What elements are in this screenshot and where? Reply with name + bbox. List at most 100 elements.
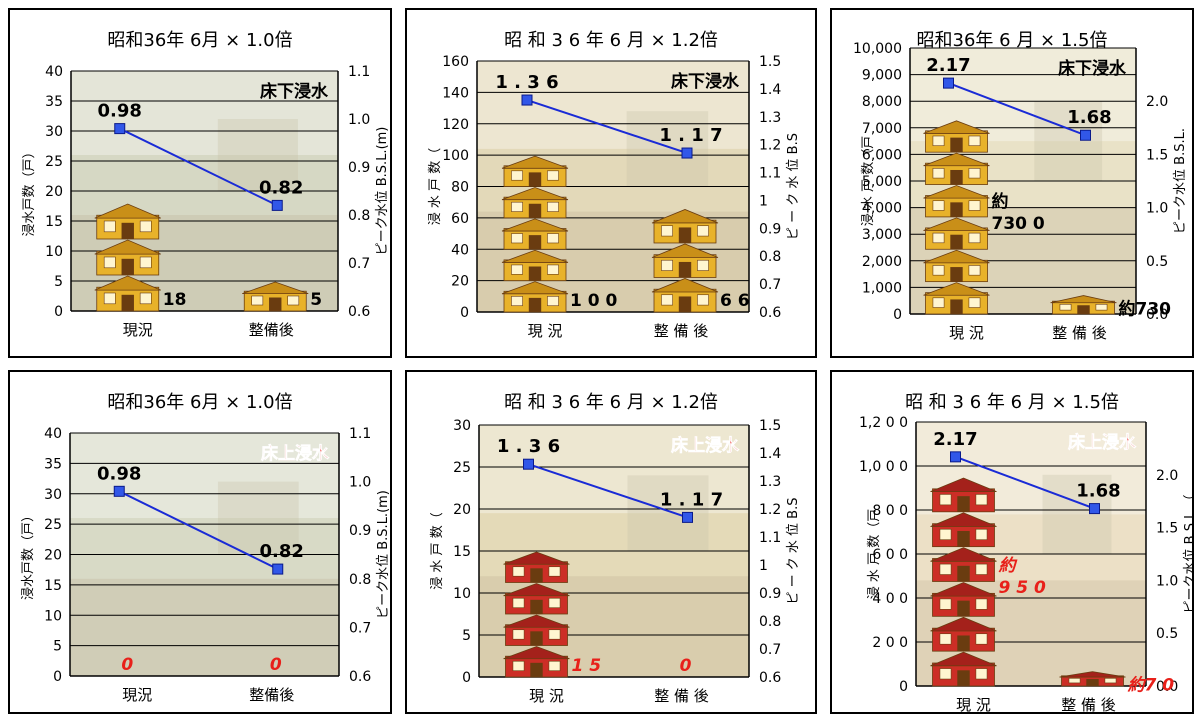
bar — [1059, 671, 1126, 687]
bar-value-label: 1 5 — [572, 656, 602, 676]
y2-tick-label: 0.0 — [1156, 679, 1178, 695]
y-tick-label: 35 — [44, 456, 62, 472]
x-tick-label: 整 備 後 — [654, 687, 709, 705]
x-tick-label: 整 備 後 — [654, 322, 709, 340]
y2-tick-label: 1.0 — [1156, 573, 1178, 589]
house-icon — [501, 187, 569, 219]
chart-title: 昭 和 3 6 年 6 月 × 1.2倍 — [504, 392, 718, 413]
y2-tick-label: 0.6 — [759, 305, 781, 321]
bar-value-label: 約7 0 — [1128, 676, 1175, 696]
y-tick-label: 0 — [53, 669, 62, 685]
y2-tick-label: 0.6 — [348, 304, 370, 320]
y2-tick-label: 0.7 — [349, 620, 371, 636]
chart-title: 昭和36年 6 月 × 1.5倍 — [917, 30, 1108, 51]
y2-tick-label: 1.1 — [759, 530, 781, 546]
y2-tick-label: 1.5 — [759, 54, 781, 70]
bar — [651, 209, 719, 313]
y2-axis-label: ピーク水位 B.S.L.(m) — [376, 490, 391, 619]
bar-value-label: 1 0 0 — [570, 291, 617, 311]
bar — [242, 281, 309, 312]
y2-tick-label: 1.4 — [759, 446, 781, 462]
y2-axis-label: ピーク水位 B.S.L. — [1173, 128, 1188, 234]
house-icon — [1050, 295, 1117, 315]
y-tick-label: 0 — [462, 670, 471, 686]
y2-tick-label: 1.2 — [759, 138, 781, 154]
line-value-label: 1.68 — [1067, 107, 1111, 128]
y-tick-label: 2,000 — [862, 254, 902, 270]
house-icon — [503, 646, 570, 678]
y2-tick-label: 0.9 — [759, 221, 781, 237]
bar — [501, 155, 569, 313]
house-icon — [930, 547, 997, 582]
house-icon — [503, 551, 570, 583]
line-marker — [272, 563, 284, 575]
bar-value-label: 0 — [121, 655, 133, 675]
y2-tick-label: 1.5 — [1156, 521, 1178, 537]
house-icon — [1059, 671, 1126, 687]
y2-tick-label: 1.0 — [348, 112, 370, 128]
line-value-label: 1 . 1 7 — [660, 489, 723, 510]
y-tick-label: 30 — [44, 487, 62, 503]
y-tick-label: 7,000 — [862, 121, 902, 137]
y-tick-label: 15 — [453, 544, 471, 560]
y-tick-label: 10 — [453, 586, 471, 602]
house-icon — [94, 239, 161, 276]
x-tick-label: 整 備 後 — [1061, 696, 1116, 714]
y-tick-label: 25 — [453, 460, 471, 476]
house-icon — [501, 281, 569, 313]
y-axis-label: 浸 水 戸 数（戸 — [861, 136, 876, 226]
line-marker — [950, 451, 961, 463]
x-tick-label: 整備後 — [249, 686, 294, 704]
line-marker — [523, 458, 534, 470]
y2-tick-label: 1.4 — [759, 82, 781, 98]
x-tick-label: 現況 — [122, 686, 152, 704]
y2-axis-label: ピーク水位 B.S.L.（ — [1183, 495, 1194, 614]
flood-category-label: 床下浸水 — [260, 81, 329, 102]
y2-tick-label: 1.0 — [1146, 201, 1168, 217]
y2-tick-label: 2.0 — [1156, 468, 1178, 484]
line-value-label: 0.98 — [98, 101, 142, 122]
y2-tick-label: 0.9 — [348, 160, 370, 176]
y-tick-label: 40 — [44, 426, 62, 442]
x-tick-label: 現 況 — [528, 322, 563, 340]
chart-panel-1: 昭和36年 6月 × 1.0倍 0 5 10 15 20 25 30 35 40 0.6 0.7 0.8… — [8, 8, 392, 358]
y2-axis-label: ピーク水位 B.S.L.(m) — [375, 127, 390, 256]
house-icon — [503, 614, 570, 646]
chart-panel-6: 昭 和 3 6 年 6 月 × 1.5倍 0 2 0 0 4 0 0 6 0 0 8 0 … — [830, 370, 1194, 714]
flood-category-label: 床上浸水 — [1068, 432, 1137, 453]
y-tick-label: 0 — [54, 304, 63, 320]
peak-water-level-line — [955, 455, 1095, 510]
y2-tick-label: 0.7 — [759, 642, 781, 658]
bar-value-label: 約730 — [1119, 299, 1172, 320]
house-icon — [94, 203, 161, 240]
chart-title: 昭 和 3 6 年 6 月 × 1.2倍 — [504, 30, 718, 51]
chart-panel-3: 昭和36年 6 月 × 1.5倍 0 1,000 2,000 3,000 4,000 5,0… — [830, 8, 1194, 358]
line-marker — [1080, 129, 1091, 141]
bar-value-label: 約 — [999, 556, 1018, 576]
chart-title: 昭和36年 6月 × 1.0倍 — [107, 392, 292, 413]
flood-category-label: 床下浸水 — [1058, 58, 1127, 79]
line-marker — [271, 199, 283, 211]
house-icon — [501, 218, 569, 250]
line-value-label: 0.82 — [259, 177, 303, 198]
y-tick-label: 5 — [462, 628, 471, 644]
bar — [503, 551, 570, 678]
y-tick-label: 4,000 — [862, 201, 902, 217]
y-tick-label: 10,000 — [853, 41, 902, 57]
x-tick-label: 整 備 後 — [1052, 324, 1107, 342]
y-tick-label: 6,000 — [862, 147, 902, 163]
y-tick-label: 20 — [44, 548, 62, 564]
peak-water-level-line — [948, 82, 1086, 137]
house-icon — [923, 152, 990, 185]
y-tick-label: 140 — [442, 85, 469, 101]
y-tick-label: 60 — [451, 211, 469, 227]
chart-title: 昭和36年 6月 × 1.0倍 — [107, 30, 292, 51]
y2-tick-label: 0.8 — [759, 249, 781, 265]
line-value-label: 1 . 3 6 — [495, 72, 558, 93]
x-tick-label: 整備後 — [249, 321, 294, 339]
x-tick-label: 現 況 — [956, 696, 991, 714]
y-tick-label: 100 — [442, 148, 469, 164]
y-tick-label: 0 — [899, 679, 908, 695]
y-axis-label: 浸水戸数（戸） — [21, 509, 36, 600]
line-marker — [943, 77, 954, 89]
